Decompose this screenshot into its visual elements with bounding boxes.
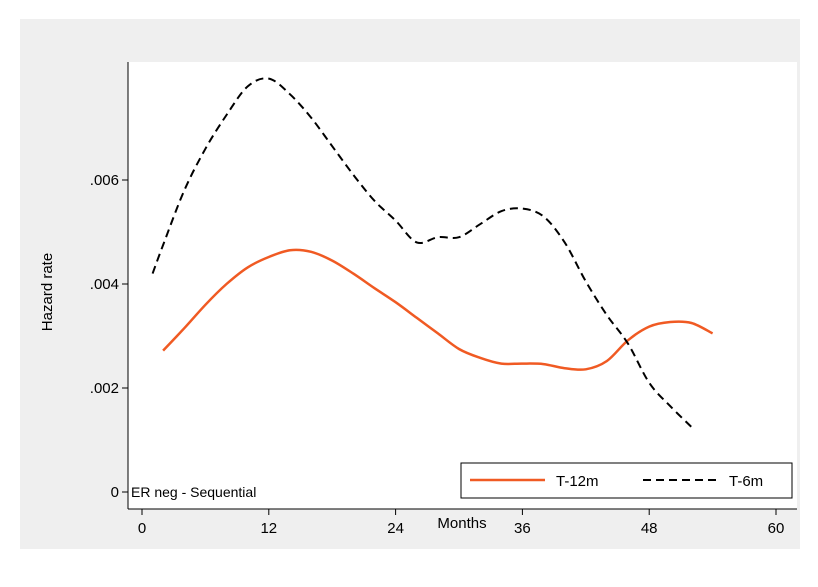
series-layer bbox=[151, 77, 714, 428]
x-tick-label: 48 bbox=[641, 520, 658, 537]
y-tick-label: .004 bbox=[90, 276, 119, 293]
x-tick-label: 24 bbox=[387, 520, 404, 537]
x-tick-label: 0 bbox=[138, 520, 146, 537]
x-axis-label: Months bbox=[437, 515, 486, 532]
legend-label-t12m: T-12m bbox=[556, 473, 599, 490]
y-tick-label: .002 bbox=[90, 380, 119, 397]
x-tick-label: 36 bbox=[514, 520, 531, 537]
x-tick-label: 12 bbox=[260, 520, 277, 537]
x-tick-label: 60 bbox=[768, 520, 785, 537]
series-line-t-6m bbox=[151, 77, 693, 428]
legend: T-12m T-6m bbox=[460, 462, 793, 499]
y-axis: 0 .002 .004 .006 bbox=[90, 62, 129, 509]
legend-box bbox=[460, 462, 793, 499]
y-tick-label: 0 bbox=[111, 484, 119, 501]
series-line-t-12m bbox=[162, 248, 714, 372]
legend-label-t6m: T-6m bbox=[729, 473, 763, 490]
y-tick-label: .006 bbox=[90, 172, 119, 189]
chart-annotation: ER neg - Sequential bbox=[131, 484, 256, 500]
x-axis: 0 12 24 36 48 60 bbox=[128, 508, 797, 537]
plot-area bbox=[128, 62, 797, 509]
y-axis-label: Hazard rate bbox=[39, 253, 56, 331]
